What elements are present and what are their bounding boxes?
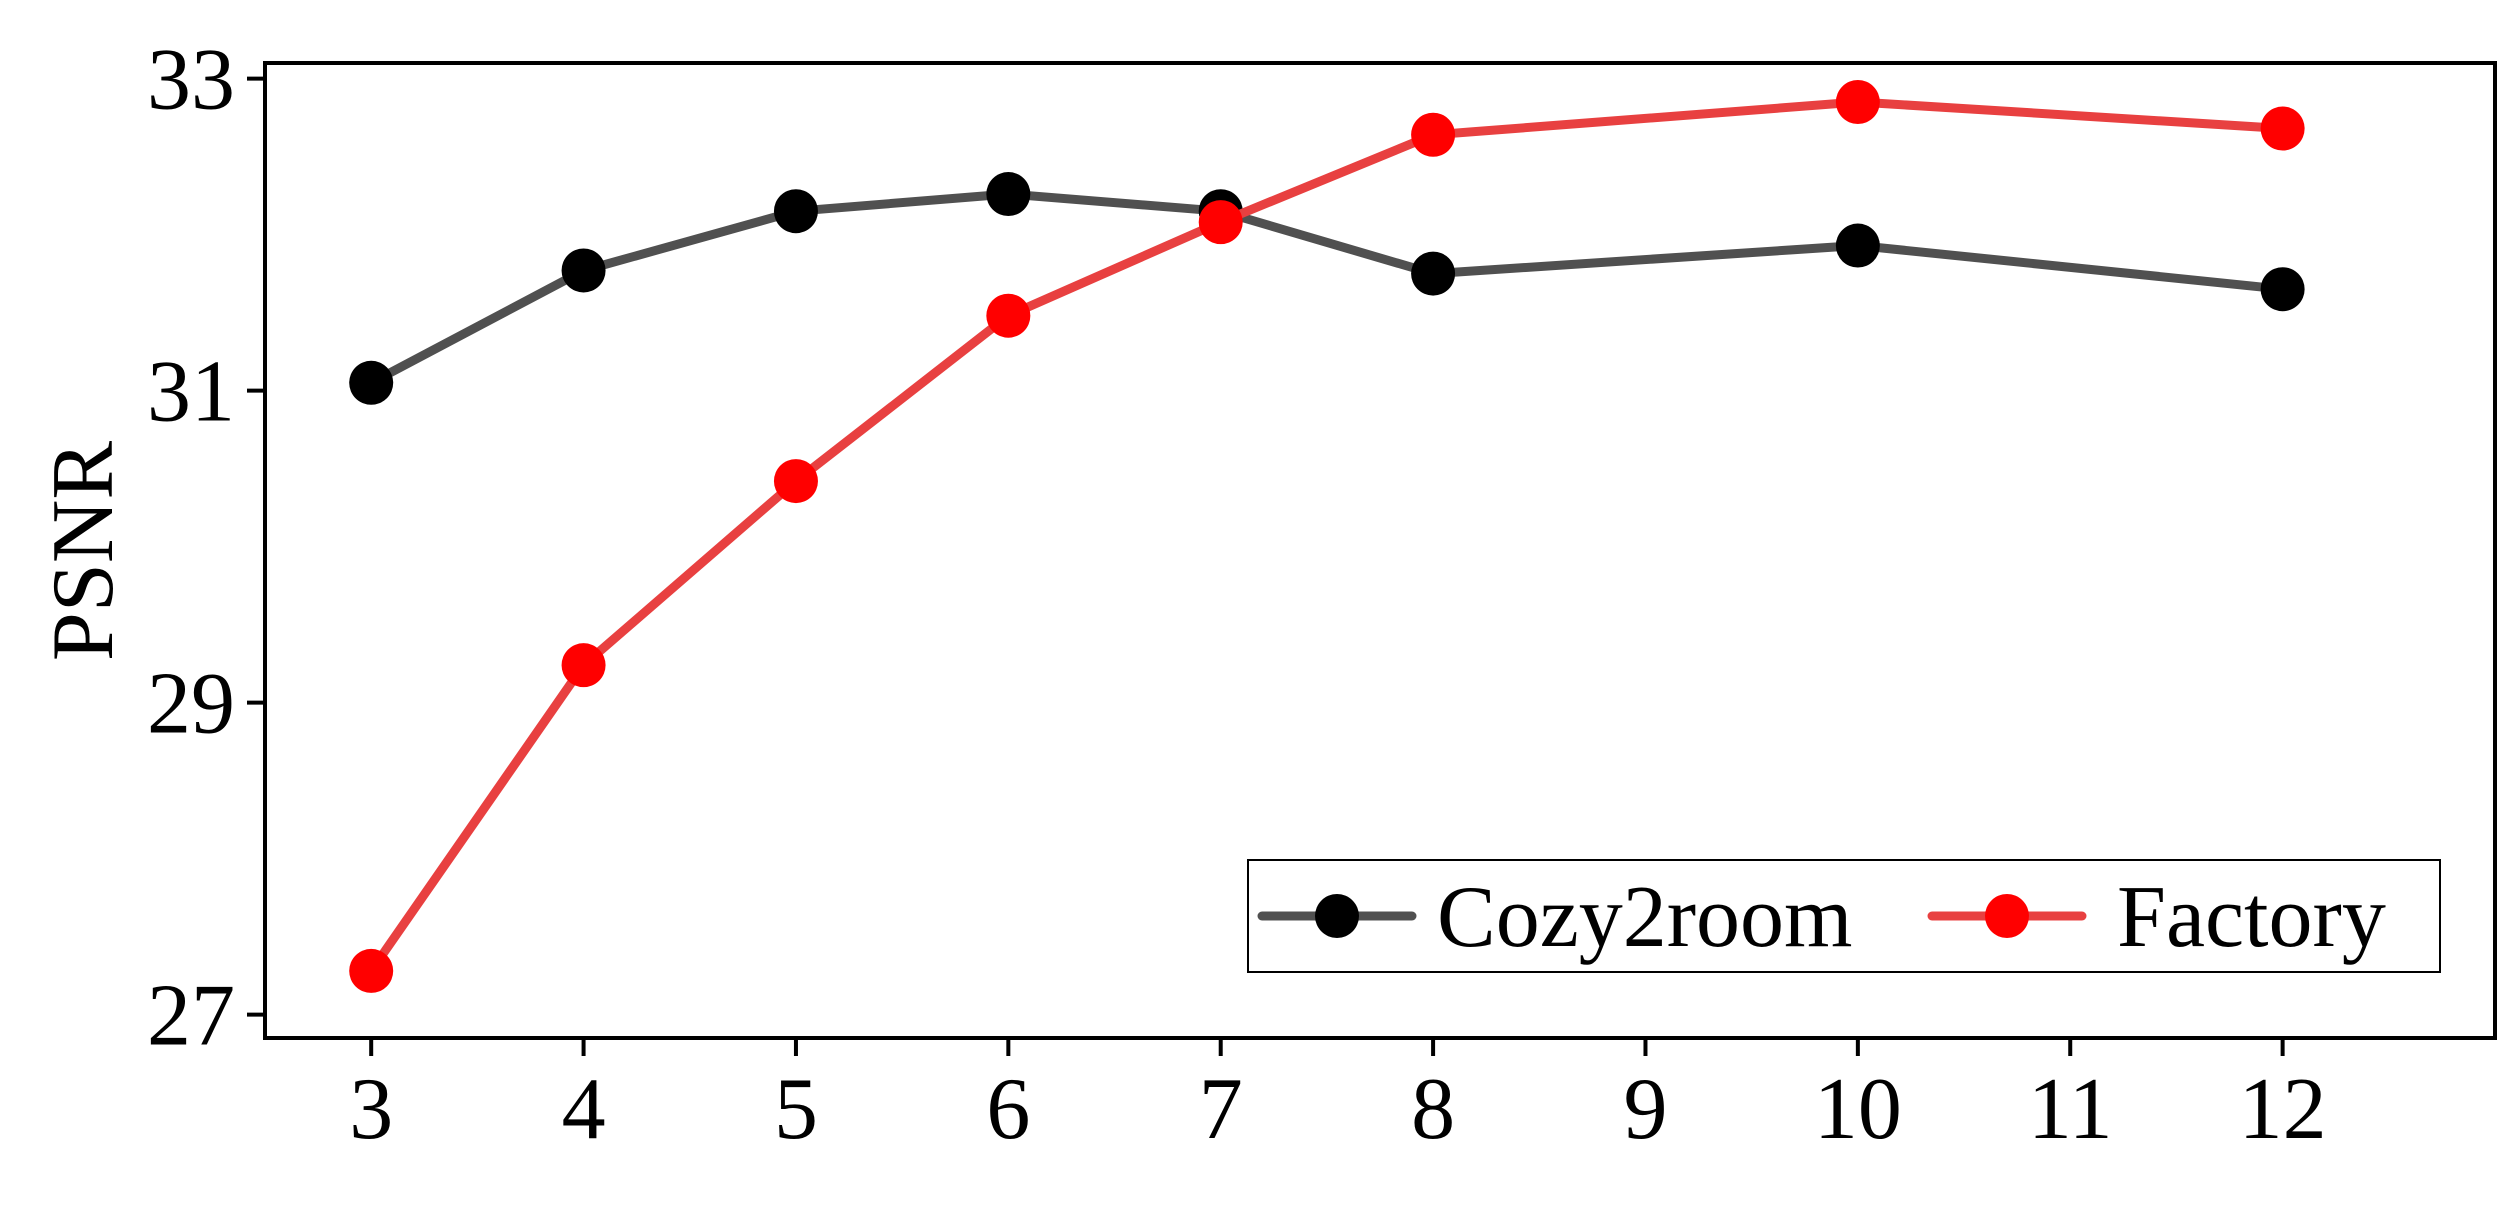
data-point-cozy2room: [2260, 267, 2305, 312]
x-tick-label: 3: [349, 1061, 393, 1158]
y-axis: 27 29 31 33: [147, 32, 265, 1065]
data-point-cozy2room: [561, 248, 606, 293]
x-tick-label: 4: [562, 1061, 606, 1158]
series-layer: [349, 80, 2305, 993]
series-line-cozy2room: [366, 189, 2288, 388]
y-axis-label: PSNR: [35, 441, 132, 661]
legend: Cozy2room Factory: [1247, 859, 2441, 973]
series-cozy2room: [349, 172, 2305, 405]
data-point-factory: [2260, 106, 2305, 151]
data-point-factory: [1835, 80, 1880, 124]
legend-box: [1247, 859, 2441, 973]
data-point-factory: [349, 948, 394, 993]
x-tick-label: 6: [986, 1061, 1030, 1158]
x-tick-label: 9: [1623, 1061, 1667, 1158]
data-point-factory: [986, 293, 1031, 338]
y-tick-label: 31: [147, 344, 235, 441]
data-point-factory: [561, 643, 606, 688]
series-factory: [349, 80, 2305, 993]
legend-marker-cozy2room: [1315, 894, 1359, 938]
series-line-factory: [366, 97, 2288, 976]
y-tick-label: 27: [147, 968, 235, 1065]
x-axis: 3 4 5 6 7 8 9 10 11 12: [349, 1038, 2327, 1158]
legend-label-cozy2room: Cozy2room: [1437, 869, 1853, 966]
plot-frame: [263, 61, 2497, 1040]
data-point-factory: [1198, 200, 1243, 245]
legend-marker-factory: [1985, 894, 2029, 938]
x-tick-label: 12: [2239, 1061, 2327, 1158]
data-point-cozy2room: [773, 189, 818, 234]
x-tick-label: 5: [774, 1061, 818, 1158]
legend-label-factory: Factory: [2117, 869, 2386, 966]
data-point-factory: [1411, 112, 1456, 157]
x-tick-label: 10: [1814, 1061, 1902, 1158]
data-point-cozy2room: [1411, 251, 1456, 296]
data-point-cozy2room: [1835, 223, 1880, 268]
y-tick-label: 29: [147, 656, 235, 753]
data-point-cozy2room: [349, 360, 394, 405]
data-point-cozy2room: [986, 172, 1031, 217]
y-tick-label: 33: [147, 32, 235, 129]
x-tick-label: 11: [2028, 1061, 2113, 1158]
x-tick-label: 7: [1199, 1061, 1243, 1158]
x-tick-label: 8: [1411, 1061, 1455, 1158]
data-point-factory: [773, 459, 818, 504]
